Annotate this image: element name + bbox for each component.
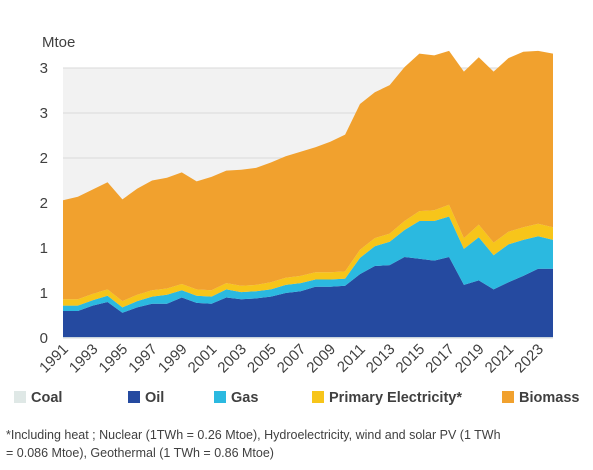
y-axis-ticks: 0 1 1 2 2 3 3 [40, 60, 48, 347]
legend-label-biomass: Biomass [519, 390, 579, 406]
legend-swatch-gas [214, 391, 226, 403]
x-tick-label: 2001 [185, 341, 221, 377]
y-axis-label: Mtoe [42, 34, 75, 51]
x-tick-label: 2023 [511, 341, 547, 377]
legend-label-primary-electricity: Primary Electricity* [329, 390, 462, 406]
x-tick-label: 2019 [452, 341, 488, 377]
x-tick-label: 2017 [422, 341, 458, 377]
y-tick-label: 0 [40, 330, 48, 347]
y-tick-label: 3 [40, 60, 48, 77]
area-series [63, 50, 553, 338]
legend-swatch-coal [14, 391, 26, 403]
x-tick-label: 2021 [482, 341, 518, 377]
x-tick-label: 2013 [363, 341, 399, 377]
stacked-area-chart: 0 1 1 2 2 3 3 19911993199519971999200120032005… [14, 34, 579, 406]
footnote-line-1: *Including heat ; Nuclear (1TWh = 0.26 M… [6, 428, 501, 442]
x-axis-ticks: 1991199319951997199920012003200520072009… [36, 341, 547, 377]
area-coal [63, 337, 553, 338]
y-tick-label: 2 [40, 150, 48, 167]
area-biomass [63, 50, 553, 302]
legend: Coal Oil Gas Primary Electricity* Biomass [14, 390, 579, 406]
x-tick-label: 2009 [303, 341, 339, 377]
y-tick-label: 1 [40, 240, 48, 257]
footnote-line-2: = 0.086 Mtoe), Geothermal (1 TWh = 0.86 … [6, 446, 274, 460]
x-tick-label: 2005 [244, 341, 280, 377]
legend-swatch-primary-electricity [312, 391, 324, 403]
x-tick-label: 1997 [125, 341, 161, 377]
legend-label-oil: Oil [145, 390, 164, 406]
x-tick-label: 1993 [66, 341, 102, 377]
legend-swatch-oil [128, 391, 140, 403]
x-tick-label: 2003 [214, 341, 250, 377]
x-tick-label: 1995 [96, 341, 132, 377]
x-tick-label: 2015 [393, 341, 429, 377]
legend-label-gas: Gas [231, 390, 258, 406]
area-oil [63, 257, 553, 338]
area-gas [63, 216, 553, 313]
legend-swatch-biomass [502, 391, 514, 403]
x-tick-label: 1999 [155, 341, 191, 377]
y-tick-label: 2 [40, 195, 48, 212]
footnote: *Including heat ; Nuclear (1TWh = 0.26 M… [6, 426, 592, 462]
area-primary-electricity [63, 204, 553, 308]
x-tick-label: 2011 [334, 341, 369, 376]
x-tick-label: 2007 [274, 341, 310, 377]
y-tick-label: 3 [40, 105, 48, 122]
y-tick-label: 1 [40, 285, 48, 302]
legend-label-coal: Coal [31, 390, 62, 406]
